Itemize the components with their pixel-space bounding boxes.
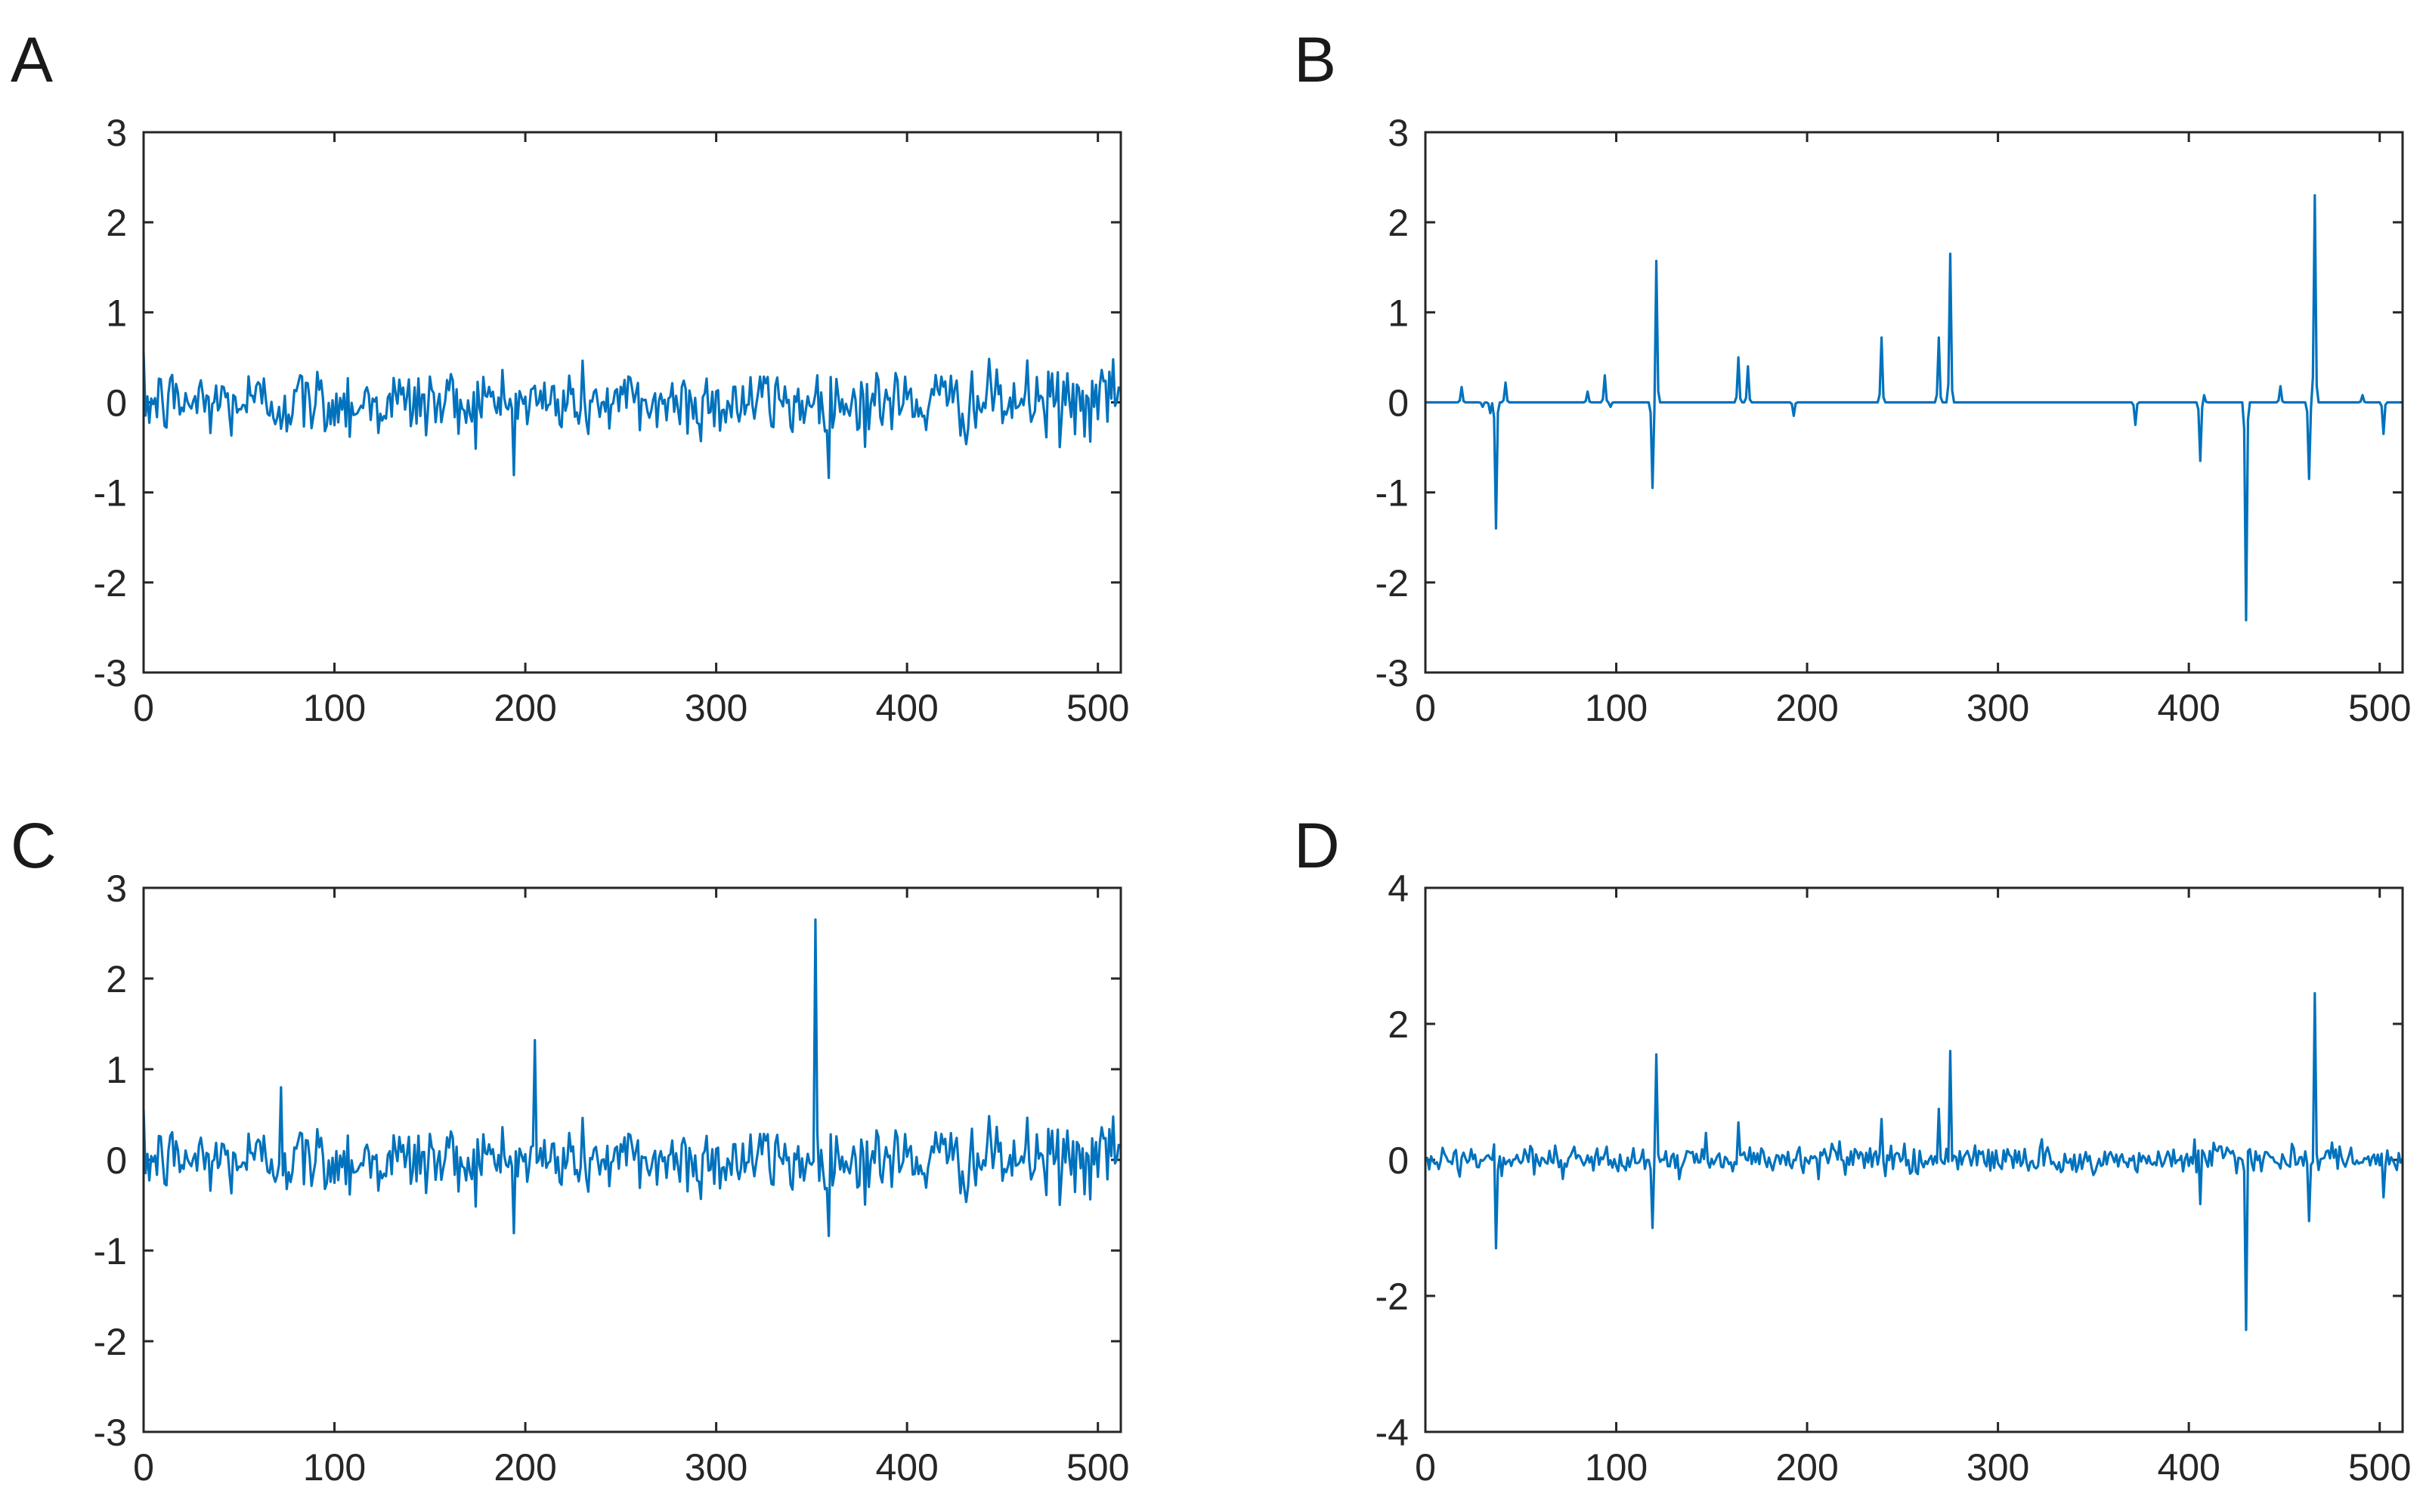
y-tick-label: 0 [106, 382, 127, 425]
y-tick-label: -1 [94, 472, 127, 515]
panel-a-axes-box [142, 131, 1122, 674]
panel-d: D 0 100 200 300 400 500 -4 -2 0 2 4 [1294, 810, 2411, 1489]
y-tick-label: 1 [106, 292, 127, 334]
y-tick-label: -3 [94, 1412, 127, 1454]
x-tick-label: 200 [494, 1446, 556, 1489]
panel-b-series-line [1425, 193, 2401, 622]
y-tick-label: -4 [1376, 1412, 1409, 1454]
y-tick-label: 2 [106, 958, 127, 1000]
y-tick-label: 0 [1388, 1139, 1409, 1182]
y-tick-label: 2 [1388, 1003, 1409, 1046]
panel-a-series-line [142, 352, 1121, 480]
y-tick-label: -2 [94, 562, 127, 604]
x-tick-label: 100 [1585, 1446, 1648, 1489]
x-tick-label: 200 [494, 687, 556, 729]
x-tick-label: 500 [1066, 1446, 1129, 1489]
y-tick-label: -3 [94, 652, 127, 694]
x-tick-label: 300 [1967, 1446, 2029, 1489]
x-tick-label: 500 [2348, 1446, 2411, 1489]
panel-label-a: A [11, 24, 53, 95]
y-tick-label: 1 [1388, 292, 1409, 334]
panel-c-series-line [142, 918, 1121, 1238]
panel-b: B 0 100 200 300 400 500 -3 -2 -1 0 1 2 3 [1294, 24, 2411, 729]
x-tick-label: 300 [1967, 687, 2029, 729]
panel-b-axes-box [1424, 131, 2404, 674]
y-tick-label: 3 [106, 867, 127, 910]
x-tick-label: 200 [1775, 687, 1838, 729]
x-tick-label: 400 [875, 1446, 938, 1489]
y-tick-label: -3 [1376, 652, 1409, 694]
panel-a: A 0 100 200 300 400 500 -3 -2 -1 0 1 2 3 [11, 24, 1129, 729]
panel-label-c: C [11, 810, 57, 881]
x-tick-label: 100 [303, 687, 366, 729]
x-tick-label: 300 [685, 1446, 747, 1489]
x-tick-label: 0 [133, 1446, 154, 1489]
y-tick-label: 0 [1388, 382, 1409, 425]
x-tick-label: 400 [2157, 1446, 2220, 1489]
y-tick-label: 3 [106, 112, 127, 154]
y-tick-label: 3 [1388, 112, 1409, 154]
y-tick-label: 2 [106, 202, 127, 244]
panel-c-axes-box [142, 886, 1122, 1433]
y-tick-label: 0 [106, 1139, 127, 1182]
x-tick-label: 500 [2348, 687, 2411, 729]
panel-label-d: D [1294, 810, 1340, 881]
y-tick-label: -1 [94, 1230, 127, 1272]
x-tick-label: 0 [133, 687, 154, 729]
x-tick-label: 100 [303, 1446, 366, 1489]
x-tick-label: 100 [1585, 687, 1648, 729]
x-tick-label: 0 [1415, 687, 1436, 729]
y-tick-label: -2 [1376, 562, 1409, 604]
x-tick-label: 500 [1066, 687, 1129, 729]
y-tick-label: 2 [1388, 202, 1409, 244]
x-tick-label: 400 [875, 687, 938, 729]
x-tick-label: 300 [685, 687, 747, 729]
y-tick-label: -2 [94, 1321, 127, 1363]
panel-c: C 0 100 200 300 400 500 -3 -2 -1 0 1 2 3 [11, 810, 1129, 1489]
x-tick-label: 400 [2157, 687, 2220, 729]
y-tick-label: -1 [1376, 472, 1409, 515]
x-tick-label: 0 [1415, 1446, 1436, 1489]
panel-d-axes-box [1424, 886, 2404, 1433]
panel-label-b: B [1294, 24, 1336, 95]
x-tick-label: 200 [1775, 1446, 1838, 1489]
panel-d-series-line [1425, 991, 2403, 1331]
y-tick-label: 4 [1388, 867, 1409, 910]
y-tick-label: -2 [1376, 1275, 1409, 1318]
y-tick-label: 1 [106, 1049, 127, 1091]
